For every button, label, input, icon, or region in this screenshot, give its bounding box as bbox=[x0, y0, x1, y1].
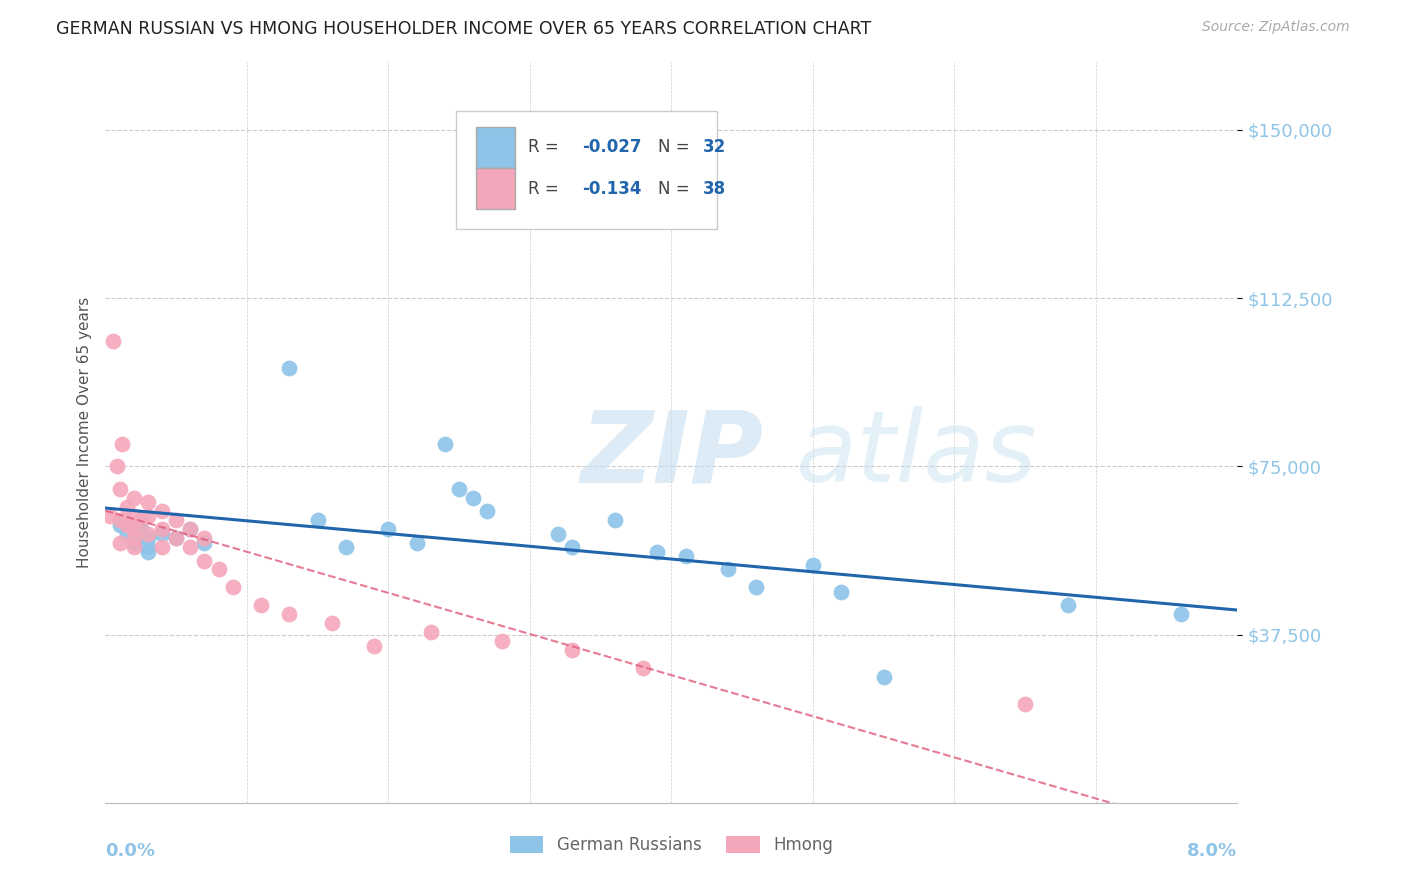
Point bbox=[122, 522, 145, 536]
Text: N =: N = bbox=[658, 138, 695, 156]
Point bbox=[321, 616, 343, 631]
Point bbox=[477, 504, 499, 518]
Text: R =: R = bbox=[527, 138, 564, 156]
Point bbox=[631, 661, 654, 675]
Point bbox=[129, 522, 152, 536]
Point bbox=[745, 581, 768, 595]
Y-axis label: Householder Income Over 65 years: Householder Income Over 65 years bbox=[76, 297, 91, 568]
Point bbox=[717, 562, 740, 576]
Point bbox=[122, 508, 145, 523]
Point bbox=[675, 549, 697, 563]
Text: Source: ZipAtlas.com: Source: ZipAtlas.com bbox=[1202, 20, 1350, 34]
Point bbox=[179, 522, 201, 536]
Text: 38: 38 bbox=[703, 179, 725, 198]
Point bbox=[250, 599, 273, 613]
Point bbox=[179, 522, 201, 536]
Point bbox=[335, 540, 357, 554]
Point bbox=[122, 535, 145, 549]
Text: -0.027: -0.027 bbox=[582, 138, 641, 156]
Point bbox=[129, 513, 152, 527]
Text: ZIP: ZIP bbox=[581, 407, 763, 503]
FancyBboxPatch shape bbox=[475, 127, 515, 168]
Point bbox=[561, 643, 583, 657]
Point bbox=[830, 585, 852, 599]
Point bbox=[108, 482, 131, 496]
Point bbox=[491, 634, 513, 648]
Point bbox=[136, 508, 159, 523]
Point bbox=[363, 639, 385, 653]
Point bbox=[115, 500, 138, 514]
Point bbox=[136, 531, 159, 545]
Point bbox=[801, 558, 824, 572]
Point bbox=[449, 482, 471, 496]
Point bbox=[603, 513, 626, 527]
Point bbox=[108, 517, 131, 532]
Point bbox=[98, 508, 121, 523]
Point bbox=[150, 504, 173, 518]
Text: N =: N = bbox=[658, 179, 695, 198]
Text: 0.0%: 0.0% bbox=[105, 842, 156, 860]
Legend: German Russians, Hmong: German Russians, Hmong bbox=[503, 830, 839, 861]
Point bbox=[105, 459, 128, 474]
Point bbox=[115, 517, 138, 532]
Point bbox=[645, 544, 668, 558]
Text: -0.134: -0.134 bbox=[582, 179, 641, 198]
Point bbox=[108, 513, 131, 527]
Point bbox=[122, 531, 145, 545]
Point bbox=[111, 437, 134, 451]
Text: R =: R = bbox=[527, 179, 564, 198]
Point bbox=[150, 522, 173, 536]
FancyBboxPatch shape bbox=[457, 111, 717, 229]
Point bbox=[165, 531, 187, 545]
Point bbox=[278, 607, 301, 622]
Text: atlas: atlas bbox=[796, 407, 1038, 503]
FancyBboxPatch shape bbox=[475, 169, 515, 209]
Point bbox=[136, 495, 159, 509]
Text: 8.0%: 8.0% bbox=[1187, 842, 1237, 860]
Point bbox=[307, 513, 329, 527]
Point bbox=[419, 625, 441, 640]
Point bbox=[179, 540, 201, 554]
Point bbox=[150, 540, 173, 554]
Point bbox=[193, 553, 215, 567]
Text: 32: 32 bbox=[703, 138, 727, 156]
Point bbox=[1056, 599, 1078, 613]
Point bbox=[101, 334, 124, 348]
Point bbox=[434, 437, 457, 451]
Point bbox=[165, 513, 187, 527]
Point bbox=[222, 581, 245, 595]
Point bbox=[1014, 697, 1036, 711]
Text: GERMAN RUSSIAN VS HMONG HOUSEHOLDER INCOME OVER 65 YEARS CORRELATION CHART: GERMAN RUSSIAN VS HMONG HOUSEHOLDER INCO… bbox=[56, 20, 872, 37]
Point bbox=[193, 531, 215, 545]
Point bbox=[136, 544, 159, 558]
Point bbox=[115, 526, 138, 541]
Point bbox=[1170, 607, 1192, 622]
Point bbox=[377, 522, 399, 536]
Point bbox=[463, 491, 485, 505]
Point bbox=[150, 526, 173, 541]
Point bbox=[108, 535, 131, 549]
Point bbox=[872, 670, 894, 684]
Point bbox=[278, 360, 301, 375]
Point bbox=[193, 535, 215, 549]
Point bbox=[136, 540, 159, 554]
Point bbox=[405, 535, 427, 549]
Point bbox=[547, 526, 569, 541]
Point bbox=[136, 526, 159, 541]
Point bbox=[208, 562, 231, 576]
Point bbox=[122, 491, 145, 505]
Point bbox=[122, 540, 145, 554]
Point bbox=[561, 540, 583, 554]
Point bbox=[165, 531, 187, 545]
